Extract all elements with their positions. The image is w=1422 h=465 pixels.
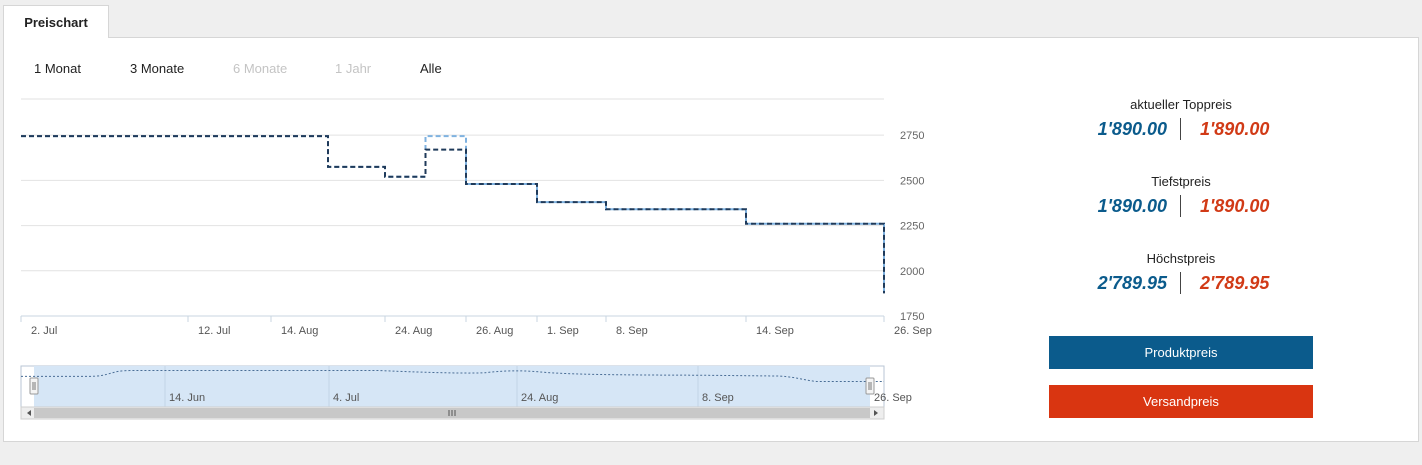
- stat-label: aktueller Toppreis: [1130, 97, 1232, 112]
- scroll-left-arrow: [27, 410, 31, 416]
- tab-bar: Preischart: [0, 0, 1422, 38]
- range-3-monate[interactable]: 3 Monate: [130, 61, 185, 76]
- value-separator: [1180, 195, 1181, 217]
- range-1-jahr: 1 Jahr: [335, 61, 372, 76]
- x-tick-label: 14. Sep: [756, 325, 794, 337]
- x-tick-label: 2. Jul: [31, 325, 57, 337]
- product-price-value: 1'890.00: [1097, 196, 1167, 216]
- navigator-label: 14. Jun: [169, 392, 205, 404]
- x-tick-label: 8. Sep: [616, 325, 648, 337]
- x-tick-label: 26. Sep: [894, 325, 932, 337]
- stat-highest-price: Höchstpreis 2'789.95 2'789.95: [1040, 250, 1322, 298]
- shipping-price-value: 1'890.00: [1200, 119, 1270, 139]
- y-tick-label: 2000: [900, 266, 924, 278]
- x-tick-label: 24. Aug: [395, 325, 432, 337]
- price-chart: 1750 2000 2250 2500 2750 2. Jul 12. Jul 14. Aug…: [20, 98, 932, 420]
- product-price-button[interactable]: Produktpreis: [1049, 336, 1313, 369]
- product-price-value: 2'789.95: [1097, 273, 1167, 293]
- product-price-value: 1'890.00: [1097, 119, 1167, 139]
- navigator-selection: [34, 366, 870, 407]
- stat-lowest-price: Tiefstpreis 1'890.00 1'890.00: [1040, 173, 1322, 221]
- shipping-price-value: 1'890.00: [1200, 196, 1270, 216]
- value-separator: [1180, 272, 1181, 294]
- tab-preischart[interactable]: Preischart: [3, 5, 109, 38]
- range-6-monate: 6 Monate: [233, 61, 288, 76]
- x-tick-label: 26. Aug: [476, 325, 513, 337]
- range-alle[interactable]: Alle: [420, 61, 442, 76]
- scroll-right-arrow: [874, 410, 878, 416]
- y-tick-label: 2250: [900, 221, 924, 233]
- navigator-handle: [865, 377, 875, 395]
- y-tick-label: 1750: [900, 311, 924, 323]
- x-tick-label: 14. Aug: [281, 325, 318, 337]
- shipping-price-button[interactable]: Versandpreis: [1049, 385, 1313, 418]
- navigator-label: 8. Sep: [702, 392, 734, 404]
- stat-label: Tiefstpreis: [1151, 174, 1211, 189]
- stat-current-top-price: aktueller Toppreis 1'890.00 1'890.00: [1040, 96, 1322, 144]
- product-price-series: [21, 135, 885, 294]
- shipping-price-series: [21, 135, 885, 294]
- shipping-price-value: 2'789.95: [1200, 273, 1270, 293]
- navigator-handle: [29, 377, 39, 395]
- navigator-label: 26. Sep: [874, 392, 912, 404]
- y-tick-label: 2500: [900, 175, 924, 187]
- navigator-label: 4. Jul: [333, 392, 359, 404]
- navigator-label: 24. Aug: [521, 392, 558, 404]
- stat-label: Höchstpreis: [1146, 251, 1216, 266]
- x-tick-label: 1. Sep: [547, 325, 579, 337]
- y-tick-label: 2750: [900, 130, 924, 142]
- navigator-series: [21, 370, 884, 383]
- value-separator: [1180, 118, 1181, 140]
- x-tick-label: 12. Jul: [198, 325, 230, 337]
- range-1-monat[interactable]: 1 Monat: [34, 61, 81, 76]
